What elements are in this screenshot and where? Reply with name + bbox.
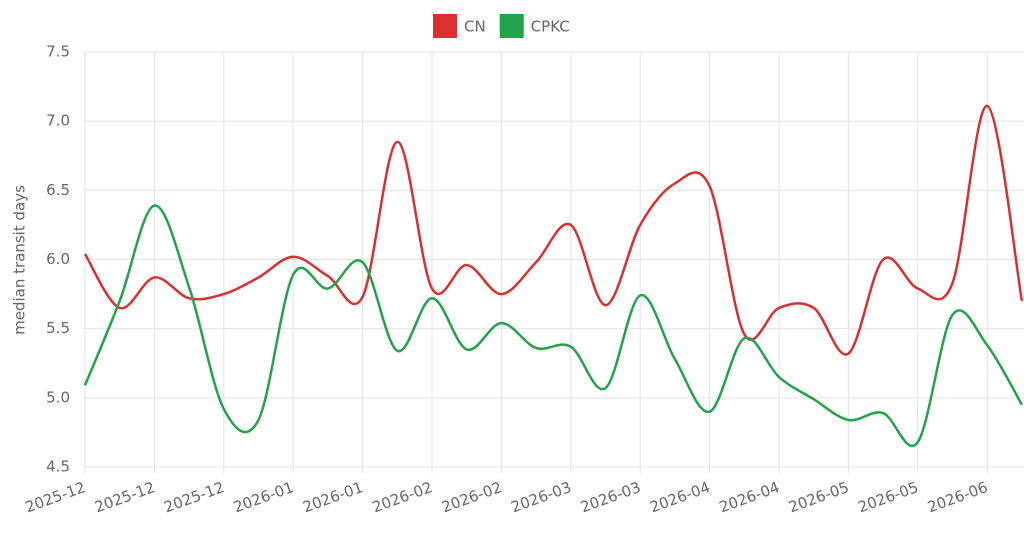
y-tick-label: 6.0 <box>46 250 70 268</box>
x-tick-label: 2025-12 <box>23 478 88 516</box>
x-tick-label: 2026-04 <box>647 478 712 516</box>
y-axis-title: median transit days <box>11 185 29 335</box>
line-series <box>83 104 1024 356</box>
x-tick-label: 2026-01 <box>300 478 365 516</box>
x-tick-label: 2026-01 <box>231 478 296 516</box>
y-tick-label: 5.0 <box>46 388 70 406</box>
x-tick-label: 2025-12 <box>92 478 157 516</box>
y-tick-label: 4.5 <box>46 458 70 476</box>
y-tick-label: 5.5 <box>46 319 70 337</box>
x-tick-label: 2025-12 <box>162 478 227 516</box>
x-tick-label: 2026-02 <box>439 478 504 516</box>
x-tick-label: 2026-05 <box>856 478 921 516</box>
x-tick-label: 2026-03 <box>509 478 574 516</box>
x-tick-label: 2026-05 <box>786 478 851 516</box>
legend-label: CN <box>464 18 486 36</box>
y-tick-label: 7.0 <box>46 112 70 130</box>
y-tick-label: 7.5 <box>46 43 70 61</box>
y-tick-label: 6.5 <box>46 181 70 199</box>
x-tick-label: 2026-06 <box>925 478 990 516</box>
x-tick-label: 2026-04 <box>717 478 782 516</box>
x-tick-label: 2026-02 <box>370 478 435 516</box>
line-series <box>83 204 1023 447</box>
legend-label: CPKC <box>531 18 570 36</box>
legend-swatch <box>499 14 524 38</box>
x-tick-label: 2026-03 <box>578 478 643 516</box>
legend-swatch <box>433 14 457 38</box>
